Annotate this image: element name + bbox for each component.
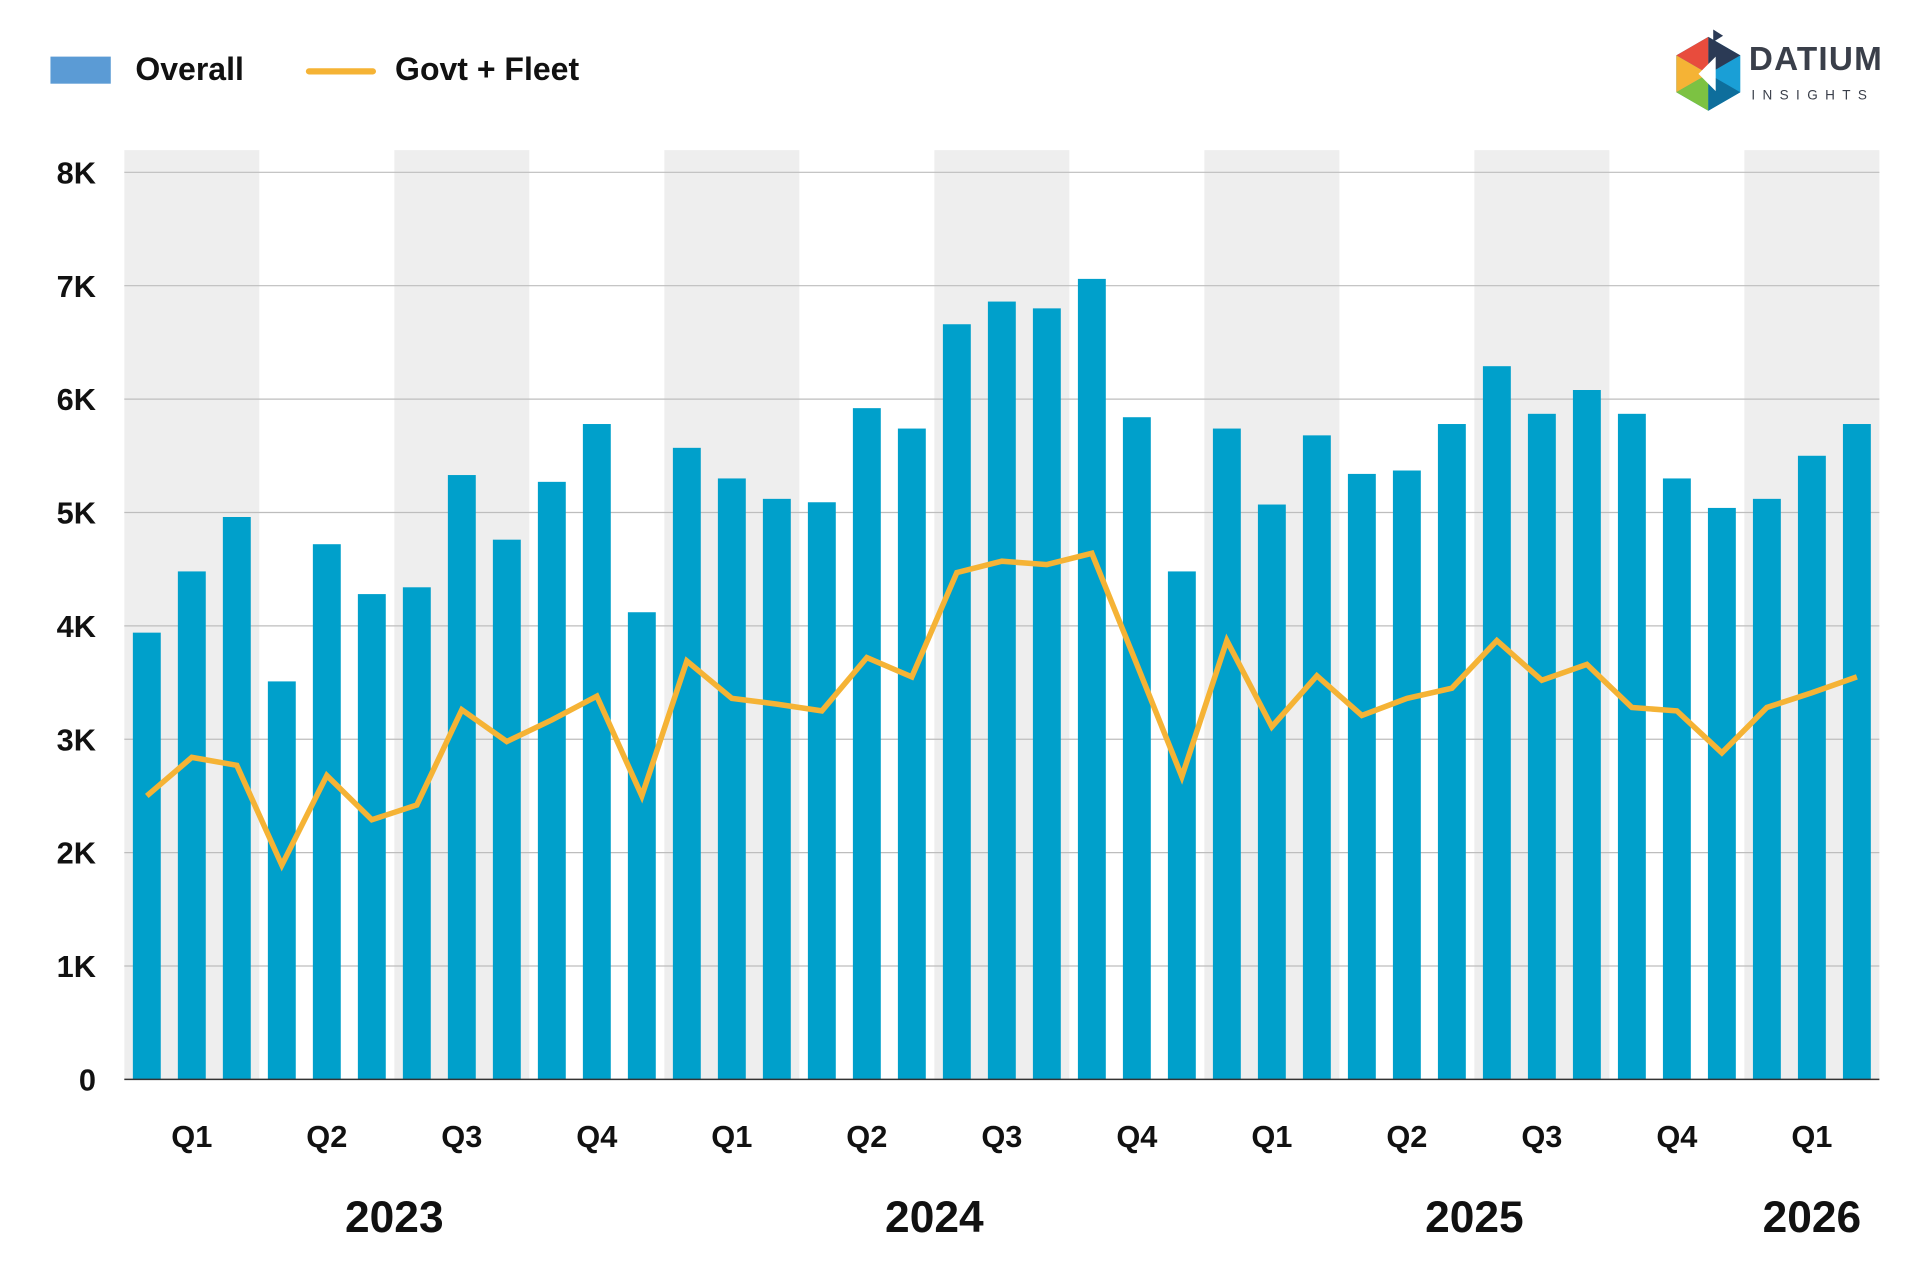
x-quarter-label: Q4 bbox=[1116, 1119, 1157, 1154]
legend-swatch-overall bbox=[50, 56, 111, 84]
legend-label-overall: Overall bbox=[135, 51, 244, 87]
bar-overall bbox=[1662, 478, 1691, 1080]
line-govt-fleet bbox=[145, 550, 1858, 872]
bar-overall bbox=[537, 481, 566, 1080]
y-tick-label: 5K bbox=[57, 496, 96, 531]
bar-overall bbox=[852, 408, 881, 1080]
legend[interactable]: Overall Govt + Fleet bbox=[50, 51, 579, 87]
bar-overall bbox=[447, 475, 476, 1080]
bar-overall bbox=[1482, 366, 1511, 1080]
bar-overall bbox=[267, 681, 296, 1080]
bar-overall bbox=[1167, 571, 1196, 1080]
bar-overall bbox=[942, 324, 971, 1080]
x-quarter-label: Q4 bbox=[576, 1119, 617, 1154]
bar-overall bbox=[177, 571, 206, 1080]
bar-overall bbox=[627, 612, 656, 1080]
logo-hexagon-icon bbox=[1676, 29, 1741, 111]
bar-overall bbox=[1797, 455, 1826, 1080]
bar-overall bbox=[312, 544, 341, 1080]
y-tick-label: 7K bbox=[57, 269, 96, 304]
bar-overall bbox=[762, 498, 791, 1080]
bar-overall bbox=[1347, 473, 1376, 1080]
bar-overall bbox=[1392, 470, 1421, 1080]
x-quarter-label: Q1 bbox=[171, 1119, 212, 1154]
bar-overall bbox=[1617, 413, 1646, 1080]
x-quarter-label: Q3 bbox=[981, 1119, 1022, 1154]
x-quarter-label: Q2 bbox=[1386, 1119, 1427, 1154]
y-tick-label: 3K bbox=[57, 722, 96, 757]
bar-overall bbox=[1707, 507, 1736, 1080]
y-tick-label: 6K bbox=[57, 382, 96, 417]
bars-overall bbox=[132, 278, 1871, 1080]
bar-overall bbox=[1032, 308, 1061, 1080]
bar-overall bbox=[1077, 278, 1106, 1080]
legend-label-govt-fleet: Govt + Fleet bbox=[395, 51, 579, 87]
y-tick-label: 1K bbox=[57, 949, 96, 984]
x-quarter-label: Q1 bbox=[1251, 1119, 1292, 1154]
bar-overall bbox=[582, 424, 611, 1080]
y-tick-label: 8K bbox=[57, 155, 96, 190]
x-quarter-label: Q4 bbox=[1656, 1119, 1697, 1154]
y-tick-label: 4K bbox=[57, 609, 96, 644]
bar-overall bbox=[1527, 413, 1556, 1080]
bar-overall bbox=[222, 516, 251, 1080]
bar-overall bbox=[897, 428, 926, 1080]
bar-overall bbox=[1572, 390, 1601, 1080]
bar-overall bbox=[492, 539, 521, 1080]
bar-overall bbox=[132, 632, 161, 1080]
x-year-label: 2024 bbox=[885, 1193, 984, 1242]
x-quarter-label: Q3 bbox=[1521, 1119, 1562, 1154]
bar-overall bbox=[717, 478, 746, 1080]
logo-title: DATIUM bbox=[1749, 41, 1883, 78]
x-quarter-label: Q2 bbox=[846, 1119, 887, 1154]
bar-overall bbox=[1842, 424, 1871, 1080]
x-quarter-label: Q1 bbox=[1791, 1119, 1832, 1154]
logo-subtitle: INSIGHTS bbox=[1751, 88, 1874, 103]
bar-overall bbox=[357, 594, 386, 1080]
bar-overall bbox=[1212, 428, 1241, 1080]
x-quarter-label: Q3 bbox=[441, 1119, 482, 1154]
y-tick-label: 0 bbox=[79, 1062, 96, 1097]
bar-overall bbox=[1302, 435, 1331, 1080]
bar-overall bbox=[672, 447, 701, 1080]
bar-overall bbox=[1437, 424, 1466, 1080]
bar-overall bbox=[987, 301, 1016, 1080]
x-quarter-label: Q1 bbox=[711, 1119, 752, 1154]
bar-overall bbox=[1752, 498, 1781, 1080]
datium-logo: DATIUM INSIGHTS bbox=[1676, 29, 1883, 111]
x-year-label: 2023 bbox=[345, 1193, 444, 1242]
axes: 0 1K 2K 3K 4K 5K 6K 7K 8K Q1 Q2 Q3 Q4 Q1 Q2 Q3 Q4 Q1 Q2 Q3 Q… bbox=[57, 155, 1880, 1242]
bar-overall bbox=[1257, 504, 1286, 1080]
x-year-label: 2026 bbox=[1763, 1193, 1862, 1242]
bar-overall bbox=[807, 502, 836, 1080]
bar-overall bbox=[402, 587, 431, 1080]
y-tick-label: 2K bbox=[57, 836, 96, 871]
bar-overall bbox=[1122, 417, 1151, 1080]
x-quarter-label: Q2 bbox=[306, 1119, 347, 1154]
x-year-label: 2025 bbox=[1425, 1193, 1524, 1242]
